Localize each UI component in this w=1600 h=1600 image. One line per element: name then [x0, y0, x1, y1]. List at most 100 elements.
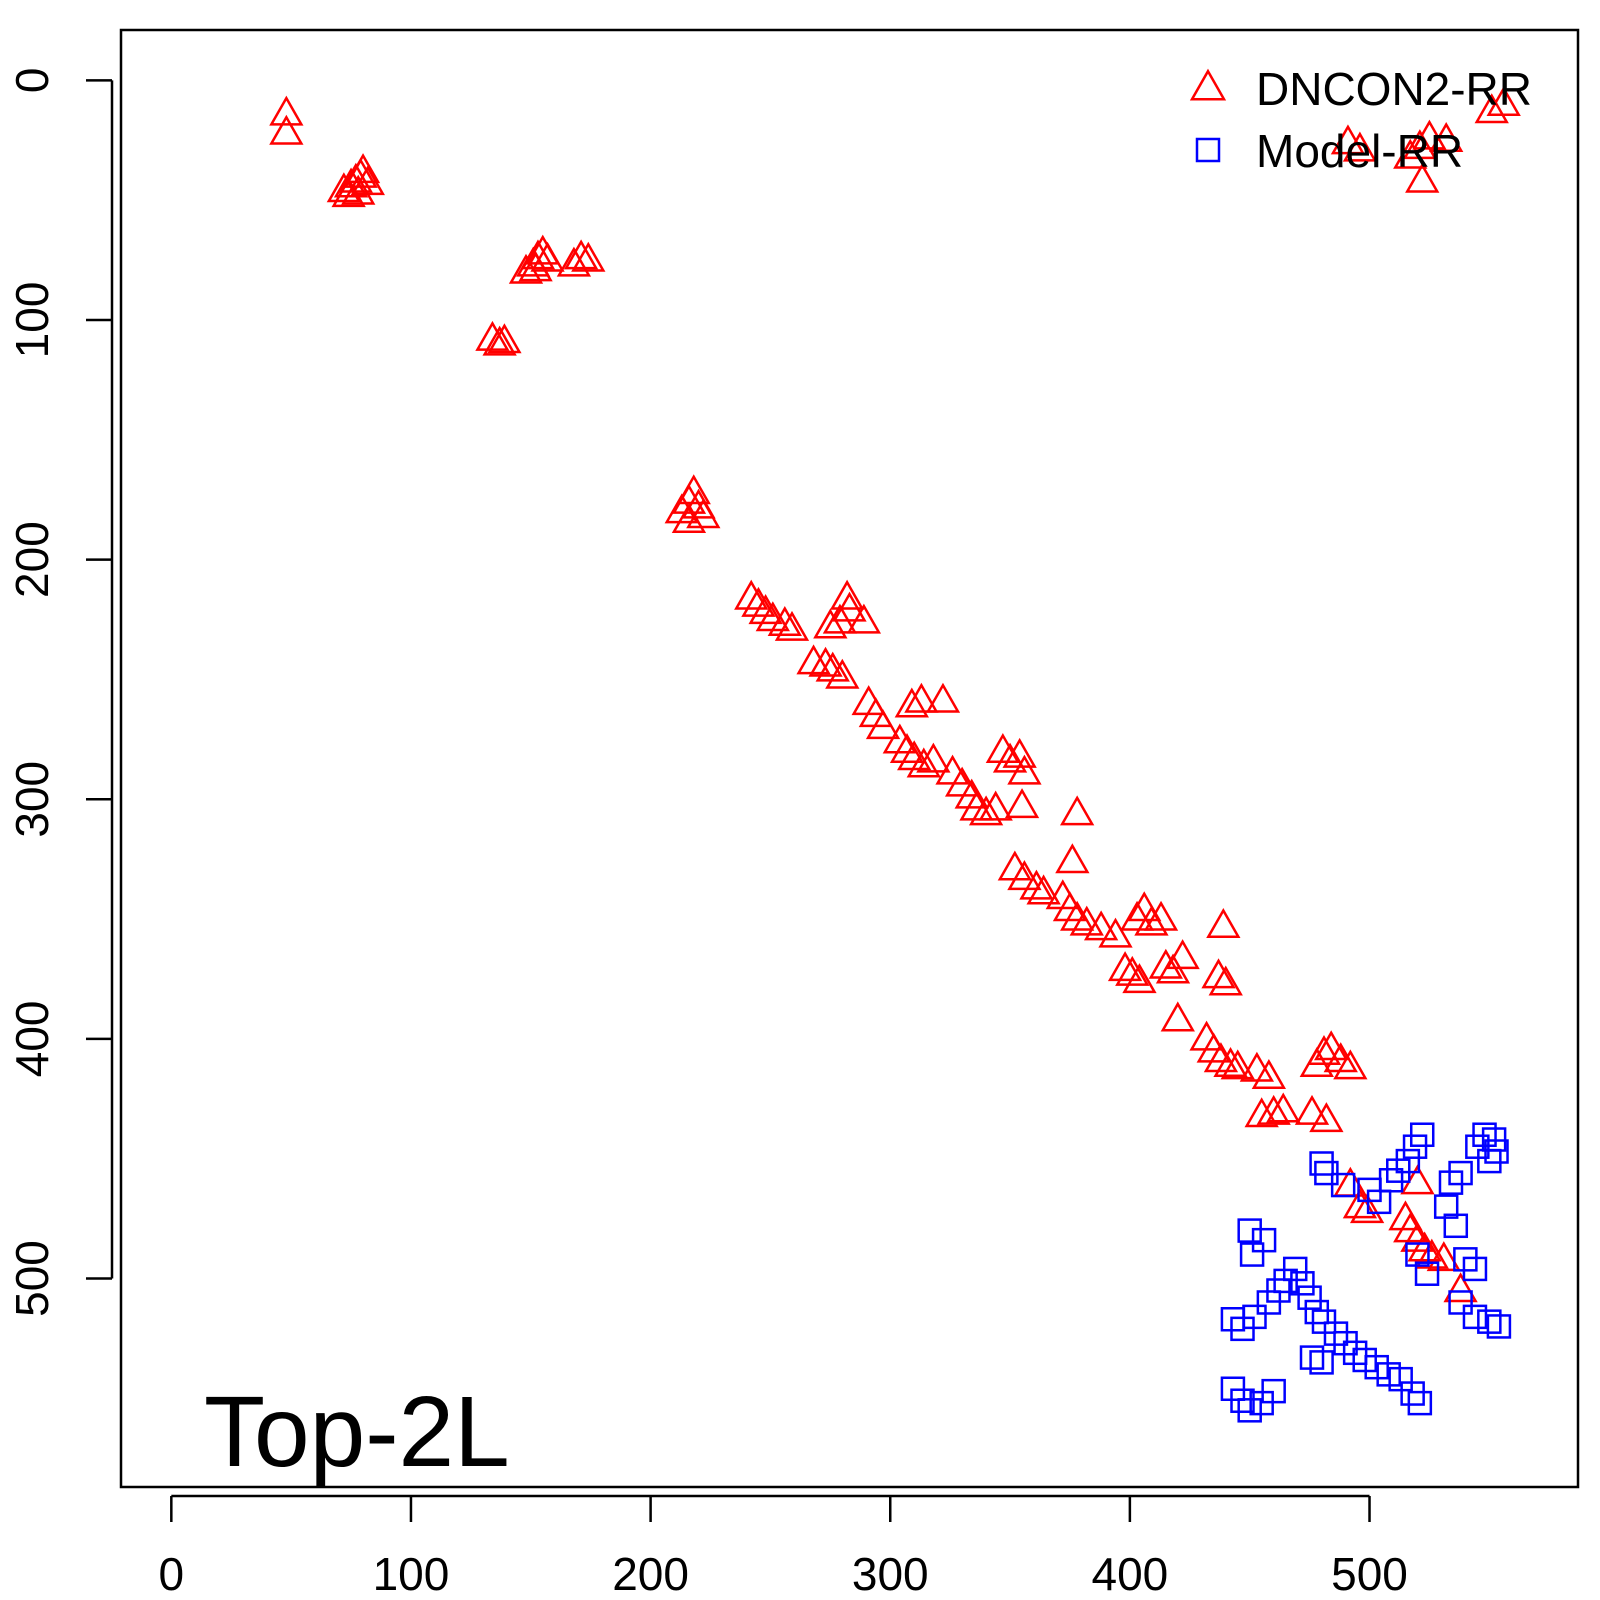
y-tick-label: 400: [6, 1001, 58, 1078]
model-rr-point: [1230, 1388, 1255, 1413]
model-rr-point: [1486, 1314, 1512, 1339]
dncon2-rr-point: [1055, 843, 1090, 874]
model-rr-point: [1462, 1256, 1488, 1282]
dncon2-rr-point: [1220, 1049, 1255, 1080]
model-rr-point: [1395, 1148, 1421, 1174]
dncon2-rr-point: [331, 177, 366, 208]
legend-label: Model-RR: [1256, 125, 1463, 177]
x-tick-label: 400: [1092, 1548, 1169, 1600]
dncon2-rr-point: [1429, 121, 1464, 152]
dncon2-rr-point: [1026, 874, 1061, 905]
model-rr-point: [1409, 1122, 1435, 1147]
dncon2-rr-point: [1148, 948, 1183, 979]
model-rr-point: [1462, 1304, 1488, 1330]
dncon2-rr-point: [1119, 900, 1155, 931]
dncon2-rr-point: [1412, 119, 1447, 150]
dncon2-rr-point: [1349, 1193, 1385, 1224]
dncon2-rr-point: [563, 239, 599, 270]
model-rr-point: [1448, 1290, 1473, 1315]
dncon2-rr-point: [1115, 955, 1150, 986]
dncon2-rr-point: [734, 579, 769, 610]
dncon2-rr-point: [894, 687, 929, 718]
dncon2-rr-point: [882, 723, 917, 754]
dncon2-rr-point: [1405, 162, 1440, 193]
dncon2-rr-point: [530, 241, 565, 272]
dncon2-rr-point: [959, 790, 994, 821]
dncon2-rr-point: [1414, 1238, 1449, 1269]
x-tick-label: 300: [852, 1548, 929, 1600]
dncon2-rr-point: [1388, 1200, 1423, 1231]
y-tick-label: 500: [6, 1240, 58, 1317]
dncon2-rr-point: [1474, 93, 1509, 124]
dncon2-rr-point: [925, 682, 961, 713]
dncon2-rr-point: [1402, 129, 1437, 160]
model-rr-point: [1297, 1285, 1322, 1310]
model-rr-point: [1477, 1309, 1502, 1334]
dncon2-rr-point: [829, 579, 865, 610]
model-rr-point: [1330, 1172, 1356, 1198]
dncon2-rr-point: [1333, 1049, 1368, 1080]
dncon2-rr-point: [1251, 1058, 1287, 1089]
dncon2-rr-point: [676, 474, 711, 505]
dncon2-rr-point: [269, 114, 304, 145]
y-axis: 0 100 200 300 400 500: [6, 68, 114, 1317]
model-rr-point: [1266, 1278, 1291, 1303]
x-axis: 0 100 200 300 400 500: [159, 1494, 1408, 1600]
data-marks: [269, 86, 1521, 1423]
x-tick-label: 100: [373, 1548, 450, 1600]
dncon2-rr-point: [1160, 1001, 1195, 1032]
dncon2-rr-point: [1143, 900, 1179, 931]
dncon2-rr-point: [1443, 1272, 1478, 1303]
dncon2-rr-point: [1393, 138, 1428, 169]
dncon2-rr-point: [1052, 891, 1088, 922]
dncon2-rr-point: [813, 608, 848, 639]
dncon2-rr-point: [916, 742, 951, 773]
model-rr-point: [1323, 1321, 1349, 1346]
dncon2-rr-point: [671, 502, 707, 534]
dncon2-rr-point: [1393, 1212, 1428, 1243]
dncon2-rr-point: [1306, 1034, 1342, 1065]
dncon2-rr-point: [1069, 905, 1104, 936]
dncon2-rr-point: [269, 95, 304, 126]
dncon2-rr-point: [774, 610, 810, 641]
dncon2-rr-point: [1201, 958, 1236, 989]
model-rr-point: [1299, 1345, 1325, 1370]
x-tick-label: 200: [612, 1548, 689, 1600]
model-rr-point: [1237, 1218, 1262, 1243]
dncon2-rr-point: [1196, 1032, 1231, 1063]
dncon2-rr-point: [1134, 905, 1169, 936]
dncon2-rr-point: [341, 174, 376, 205]
dncon2-rr-point: [1400, 1221, 1435, 1252]
y-tick-label: 0: [6, 68, 58, 94]
dncon2-rr-point: [1107, 951, 1143, 982]
dncon2-rr-point: [906, 747, 941, 778]
dncon2-rr-point: [1342, 131, 1378, 162]
dncon2-rr-point: [1019, 869, 1054, 900]
model-rr-point: [1333, 1330, 1358, 1356]
dncon2-rr-point: [345, 153, 381, 184]
dncon2-rr-point: [767, 606, 802, 637]
dncon2-rr-point: [978, 790, 1013, 821]
model-rr-point: [1484, 1139, 1509, 1164]
model-rr-point: [1378, 1168, 1404, 1193]
dncon2-rr-point: [1155, 953, 1191, 984]
model-rr-point: [1438, 1170, 1464, 1195]
model-rr-point: [1251, 1227, 1277, 1253]
legend-label: DNCON2-RR: [1256, 63, 1532, 115]
model-rr-point: [1433, 1194, 1459, 1219]
model-rr-point: [1309, 1350, 1334, 1375]
dncon2-rr-point: [808, 646, 843, 677]
legend: DNCON2-RR Model-RR: [1189, 63, 1532, 177]
dncon2-rr-point: [482, 325, 517, 356]
dncon2-rr-point: [1256, 1094, 1291, 1125]
dncon2-rr-point: [741, 586, 776, 617]
dncon2-rr-point: [1060, 900, 1095, 931]
panel-annotation: Top-2L: [204, 1376, 510, 1488]
dncon2-rr-point: [1206, 907, 1241, 938]
dncon2-rr-point: [846, 603, 882, 634]
model-rr-point: [1386, 1158, 1411, 1183]
model-rr-point: [1273, 1268, 1298, 1294]
y-tick-label: 100: [6, 282, 58, 359]
dncon2-rr-point: [1486, 86, 1521, 117]
